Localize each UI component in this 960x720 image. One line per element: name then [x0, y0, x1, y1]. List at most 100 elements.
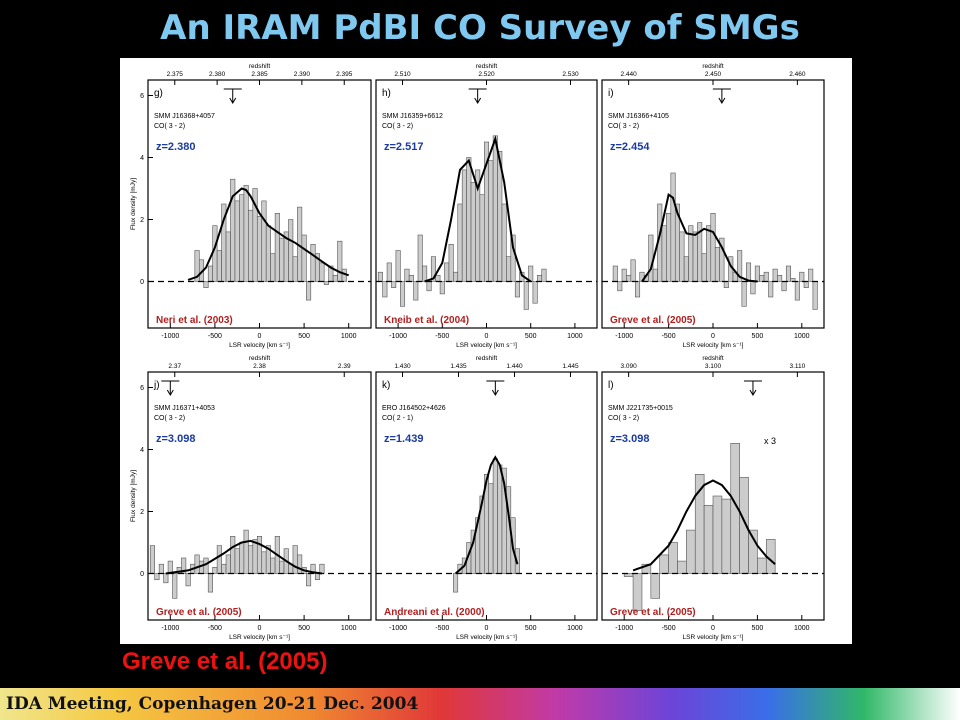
histogram-bar	[301, 234, 307, 282]
x-axis-label: LSR velocity [km s⁻¹]	[229, 342, 290, 349]
histogram-bar	[163, 573, 169, 584]
x-tick-label: -500	[435, 625, 449, 632]
histogram-bar	[772, 268, 778, 282]
histogram-bar	[337, 240, 343, 282]
histogram-bar	[523, 281, 529, 310]
histogram-bar	[666, 213, 672, 282]
histogram-bar	[759, 275, 765, 282]
histogram-bar	[234, 200, 240, 282]
histogram-bar	[453, 271, 459, 282]
panel-letter: i)	[608, 88, 614, 99]
histogram-bar	[686, 529, 696, 574]
histogram-bar	[683, 256, 689, 282]
top-tick-label: 2.520	[478, 71, 495, 78]
gaussian-fit-curve	[424, 135, 532, 283]
histogram-bar	[679, 231, 685, 282]
citation-label: Neri et al. (2003)	[156, 315, 233, 326]
histogram-bar	[422, 265, 428, 282]
histogram-bar	[692, 231, 698, 282]
histogram-bar	[216, 250, 222, 282]
top-tick-label: 2.375	[167, 71, 184, 78]
histogram-bar	[723, 281, 729, 288]
panel-letter: j)	[153, 380, 160, 391]
histogram-bar	[172, 573, 178, 599]
redshift-marker-head	[474, 97, 482, 104]
source-name: ERO J164502+4626	[382, 405, 446, 412]
histogram-bar	[408, 275, 414, 282]
y-tick-label: 0	[140, 571, 144, 578]
histogram-bar	[448, 244, 454, 282]
redshift-marker-head	[718, 97, 726, 104]
y-axis-label: Flux density [mJy]	[130, 178, 137, 230]
histogram-bar	[207, 573, 213, 593]
histogram-bar	[248, 209, 254, 282]
histogram-bar	[461, 169, 467, 282]
histogram-bar	[745, 262, 752, 282]
histogram-bar	[323, 281, 329, 285]
top-tick-label: 2.38	[253, 363, 266, 370]
histogram-bar	[332, 275, 338, 282]
histogram-bar	[167, 560, 173, 574]
histogram-bar	[501, 203, 507, 282]
spectrum-panel-6: -1000 -500 0 500 1000 3.090 3.100 3.110 redshift…	[601, 355, 825, 641]
top-tick-label: 3.100	[705, 363, 722, 370]
histogram-bar	[466, 157, 472, 282]
histogram-bar	[668, 542, 678, 574]
top-tick-label: 2.395	[336, 71, 353, 78]
source-name: SMM J221735+0015	[608, 405, 673, 412]
histogram-bar	[677, 560, 687, 574]
histogram-bar	[781, 281, 787, 292]
histogram-bar	[497, 464, 503, 574]
histogram-bar	[430, 256, 436, 282]
histogram-bar	[261, 200, 267, 282]
spectrum-panel-3: -1000 -500 0 500 1000 2.440 2.450 2.460 redshift…	[601, 63, 825, 349]
histogram-bar	[701, 253, 707, 282]
source-name: SMM J16366+4105	[608, 113, 669, 120]
redshift-label: z=2.517	[384, 141, 423, 153]
histogram-bar	[212, 566, 218, 574]
y-axis-label: Flux density [mJy]	[130, 470, 137, 522]
top-tick-label: 3.110	[789, 363, 805, 370]
panel-letter: g)	[154, 88, 163, 99]
histogram-bar	[754, 265, 760, 282]
top-tick-label: 2.37	[168, 363, 181, 370]
histogram-bar	[652, 268, 658, 282]
footer-bar: IDA Meeting, Copenhagen 20-21 Dec. 2004	[0, 688, 960, 720]
spectrum-panel-1: -1000 -500 0 500 1000 2.375 2.380 2.385 2.390 2.3…	[130, 63, 372, 349]
histogram-bar	[808, 268, 814, 282]
x-axis-label: LSR velocity [km s⁻¹]	[456, 342, 517, 349]
top-tick-label: 2.530	[562, 71, 579, 78]
histogram-bar	[225, 554, 231, 574]
histogram-bar	[612, 265, 618, 282]
histogram-bar	[710, 213, 716, 282]
citation-label: Andreani et al. (2000)	[384, 607, 485, 618]
histogram-bar	[279, 560, 285, 574]
histogram-bar	[319, 262, 325, 282]
top-tick-label: 1.440	[506, 363, 523, 370]
x-tick-label: -500	[662, 333, 676, 340]
redshift-marker-head	[166, 389, 174, 396]
x-tick-label: 0	[258, 625, 262, 632]
histogram-bar	[270, 557, 276, 574]
histogram-bar	[661, 225, 667, 282]
histogram-bar	[703, 504, 714, 574]
histogram-bar	[230, 535, 236, 574]
histogram-bar	[750, 281, 756, 295]
redshift-label: z=2.454	[610, 141, 650, 153]
redshift-label: z=3.098	[156, 433, 195, 445]
co-transition: CO( 3 - 2)	[608, 415, 639, 422]
histogram-bar	[670, 172, 676, 282]
co-transition: CO( 3 - 2)	[382, 123, 413, 130]
top-tick-label: 1.430	[394, 363, 411, 370]
histogram-bar	[225, 231, 231, 282]
top-axis-label: redshift	[476, 63, 498, 70]
histogram-bar	[488, 160, 494, 282]
histogram-bar	[712, 495, 723, 574]
histogram-bar	[207, 265, 213, 282]
figure-panel: -1000 -500 0 500 1000 2.375 2.380 2.385 2.390 2.3…	[120, 58, 852, 644]
histogram-bar	[532, 281, 538, 304]
histogram-bar	[404, 268, 410, 282]
x-tick-label: 500	[525, 625, 537, 632]
spectrum-panel-4: -1000 -500 0 500 1000 2.37 2.38 2.39 redshift 0 2 4…	[130, 355, 372, 641]
histogram-bar	[719, 237, 725, 282]
